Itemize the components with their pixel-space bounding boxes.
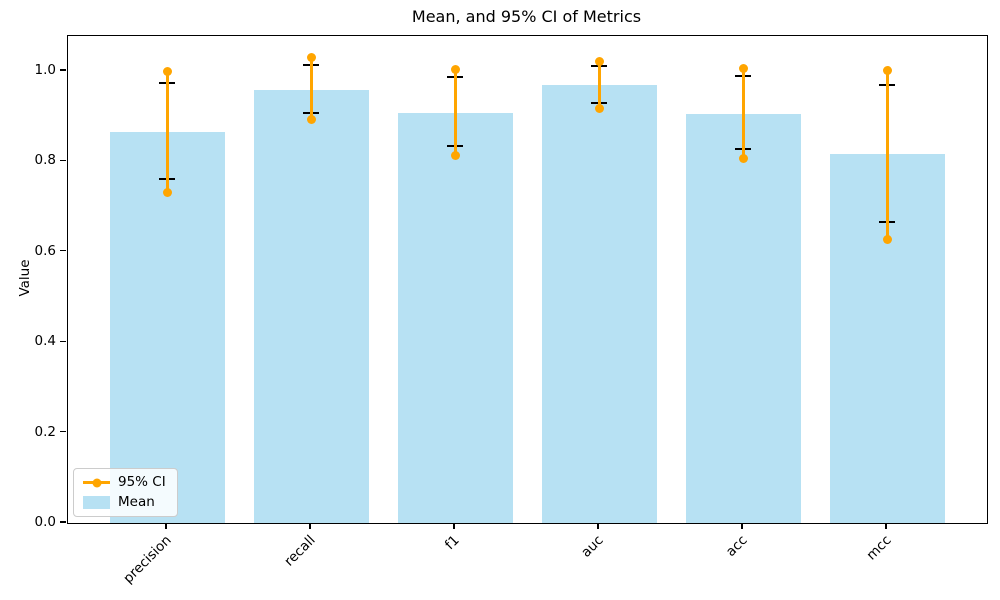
ci-dot — [738, 153, 748, 163]
ci-dot — [450, 65, 460, 75]
ci-dot — [162, 188, 172, 198]
chart-title: Mean, and 95% CI of Metrics — [411, 7, 642, 26]
x-tick-label-auc: auc — [578, 532, 607, 561]
y-tick-label: 0.8 — [34, 152, 56, 169]
ci-line-marker-icon — [83, 478, 110, 487]
ci-dot — [450, 151, 460, 161]
bar-recall — [253, 90, 369, 523]
legend-label-ci: 95% CI — [118, 474, 166, 490]
x-tick-mark — [597, 523, 599, 529]
y-tick-mark — [60, 430, 66, 433]
legend-entry-mean: Mean — [83, 495, 166, 510]
ci-line — [741, 68, 745, 159]
x-tick-mark — [453, 523, 455, 529]
ci-dot — [738, 64, 748, 74]
ci-dot — [594, 104, 604, 114]
ci-dot — [306, 52, 316, 62]
x-tick-label-f1: f1 — [441, 532, 463, 554]
legend: 95% CI Mean — [73, 468, 178, 517]
x-tick-label-acc: acc — [722, 532, 751, 560]
ci-dot — [882, 66, 892, 76]
y-tick-mark — [60, 250, 66, 252]
ci-line — [885, 70, 889, 240]
x-tick-mark — [741, 523, 743, 529]
x-tick-label-precision: precision — [120, 532, 175, 587]
x-tick-mark — [885, 523, 887, 529]
bar-precision — [109, 132, 225, 523]
y-tick-label: 0.2 — [34, 423, 56, 440]
y-tick-mark — [60, 521, 66, 523]
ci-dot — [306, 115, 316, 125]
ci-line — [597, 61, 601, 109]
x-tick-label-mcc: mcc — [863, 532, 895, 564]
ci-dot-icon — [92, 478, 101, 487]
x-tick-label-recall: recall — [281, 532, 319, 570]
bar-acc — [685, 113, 801, 523]
bar-auc — [541, 85, 657, 523]
y-tick-label: 0.0 — [34, 514, 56, 530]
mean-patch-icon — [83, 496, 110, 509]
x-tick-mark — [165, 523, 167, 529]
y-axis-label: Value — [17, 259, 33, 297]
ci-dot — [882, 235, 892, 245]
y-tick-mark — [60, 159, 66, 162]
legend-label-mean: Mean — [118, 494, 155, 510]
legend-entry-ci: 95% CI — [83, 475, 166, 490]
y-tick-label: 0.6 — [34, 242, 56, 259]
plot-area — [67, 35, 988, 524]
bar-f1 — [397, 112, 513, 523]
ci-line — [309, 57, 313, 120]
x-tick-mark — [309, 523, 311, 529]
ci-dot — [594, 56, 604, 66]
y-tick-label: 1.0 — [34, 62, 56, 78]
y-tick-mark — [60, 69, 66, 71]
ci-line — [453, 69, 457, 156]
y-tick-label: 0.4 — [34, 333, 56, 350]
ci-dot — [162, 66, 172, 76]
ci-line — [165, 71, 169, 193]
y-tick-mark — [60, 340, 66, 342]
